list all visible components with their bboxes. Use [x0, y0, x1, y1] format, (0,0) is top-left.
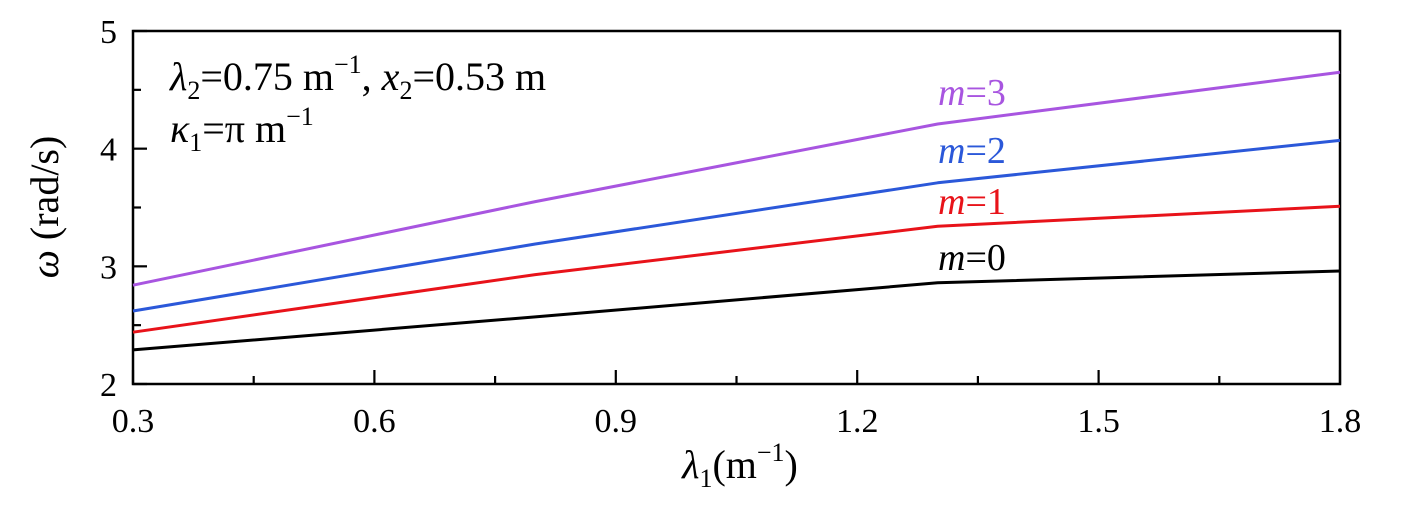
- x-tick-label: 0.6: [353, 403, 396, 440]
- x-tick-label: 0.9: [595, 403, 638, 440]
- series-label-m1: m=1: [938, 181, 1006, 223]
- x-tick-label: 0.3: [112, 403, 155, 440]
- series-label-m0: m=0: [938, 237, 1006, 279]
- y-tick-label: 2: [100, 367, 117, 404]
- x-axis-title: λ1(m−1): [681, 438, 798, 493]
- annotation-line-1: λ2=0.75 m−1, x2=0.53 m: [169, 50, 546, 105]
- series-line-m1: [132, 204, 1341, 334]
- series-line-m2: [132, 138, 1341, 313]
- y-tick-label: 3: [100, 249, 117, 286]
- axis-ticks: [131, 29, 1342, 386]
- parameter-annotation: λ2=0.75 m−1, x2=0.53 m κ1=π m−1: [169, 50, 546, 157]
- annotation-line-2: κ1=π m−1: [170, 102, 314, 157]
- y-axis-title: ω (rad/s): [22, 136, 67, 279]
- x-tick-label: 1.5: [1077, 403, 1120, 440]
- series-label-m3: m=3: [938, 72, 1006, 114]
- series-line-m3: [132, 70, 1341, 287]
- x-tick-labels: 0.3 0.6 0.9 1.2 1.5 1.8: [112, 403, 1362, 440]
- series-label-m2: m=2: [938, 130, 1006, 172]
- x-tick-label: 1.2: [836, 403, 879, 440]
- plot-frame: [131, 29, 1342, 386]
- x-tick-label: 1.8: [1319, 403, 1362, 440]
- series-line-m0: [132, 269, 1341, 352]
- y-tick-label: 4: [100, 132, 117, 169]
- y-tick-labels: 2 3 4 5: [100, 14, 117, 404]
- series-lines: [132, 70, 1341, 352]
- y-tick-label: 5: [100, 14, 117, 51]
